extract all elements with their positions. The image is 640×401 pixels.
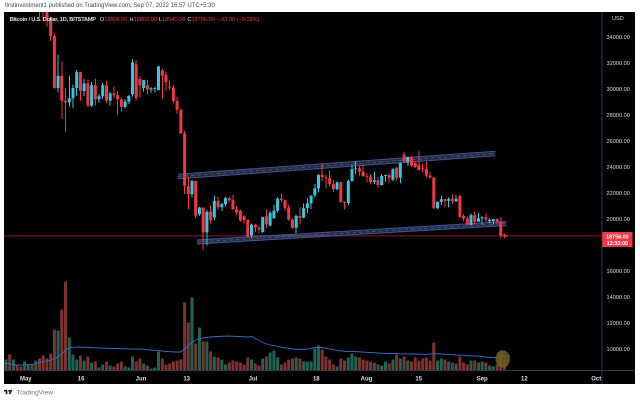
svg-text:Aug: Aug bbox=[361, 377, 373, 383]
svg-text:20000.00: 20000.00 bbox=[607, 217, 630, 223]
svg-text:12: 12 bbox=[521, 377, 528, 383]
svg-text:26000.00: 26000.00 bbox=[607, 139, 630, 145]
svg-text:Jun: Jun bbox=[136, 377, 147, 383]
svg-text:USD: USD bbox=[612, 16, 624, 22]
svg-text:34000.00: 34000.00 bbox=[607, 35, 630, 41]
svg-text:13: 13 bbox=[183, 377, 190, 383]
svg-text:22000.00: 22000.00 bbox=[607, 191, 630, 197]
svg-text:Bitcoin / U.S. Dollar, 1D, BIT: Bitcoin / U.S. Dollar, 1D, BITSTAMP O1880… bbox=[10, 17, 260, 23]
svg-text:16: 16 bbox=[78, 377, 85, 383]
svg-text:Jul: Jul bbox=[249, 377, 258, 383]
svg-text:18756.00: 18756.00 bbox=[606, 235, 628, 241]
svg-text:Oct: Oct bbox=[591, 377, 601, 383]
svg-text:30000.00: 30000.00 bbox=[607, 87, 630, 93]
svg-text:May: May bbox=[20, 377, 32, 383]
svg-text:15: 15 bbox=[415, 377, 422, 383]
svg-text:12:33:00: 12:33:00 bbox=[607, 241, 629, 247]
svg-text:16000.00: 16000.00 bbox=[607, 269, 630, 275]
svg-text:Sep: Sep bbox=[477, 377, 488, 383]
svg-text:24000.00: 24000.00 bbox=[607, 165, 630, 171]
svg-text:18: 18 bbox=[313, 377, 320, 383]
svg-text:12000.00: 12000.00 bbox=[607, 321, 630, 327]
svg-text:32000.00: 32000.00 bbox=[607, 61, 630, 67]
svg-text:28000.00: 28000.00 bbox=[607, 113, 630, 119]
svg-text:14000.00: 14000.00 bbox=[607, 295, 630, 301]
svg-text:10000.00: 10000.00 bbox=[607, 347, 630, 353]
